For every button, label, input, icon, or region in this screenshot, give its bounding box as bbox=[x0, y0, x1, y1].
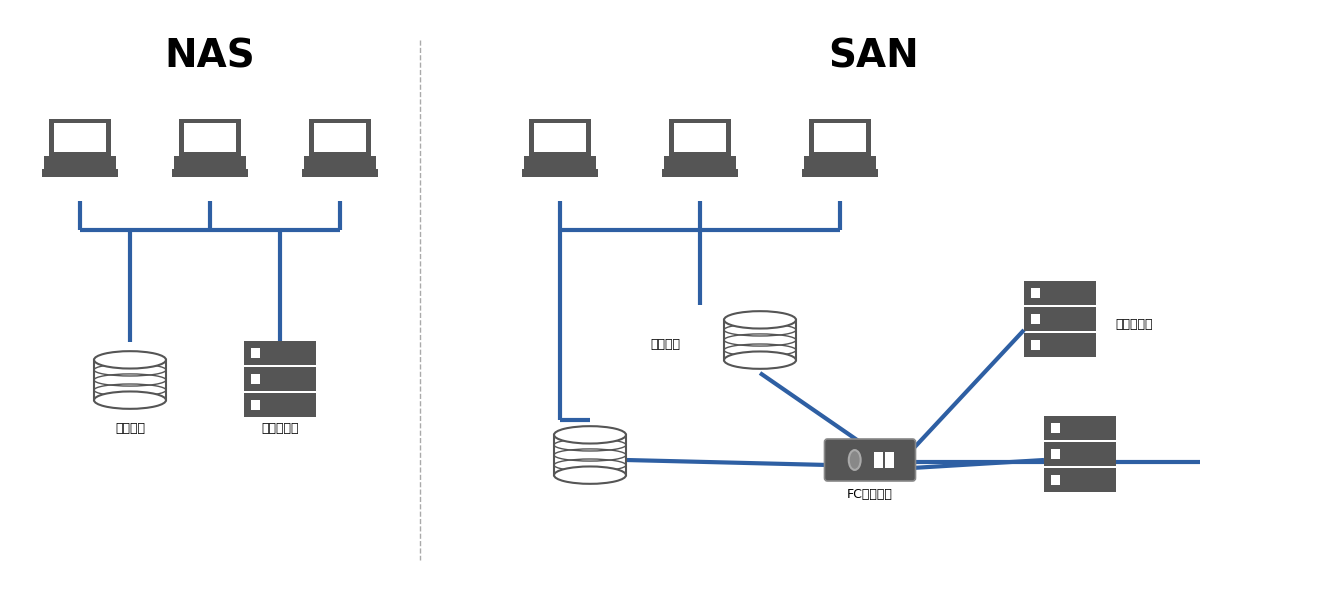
Bar bbox=[554, 435, 626, 475]
Bar bbox=[1025, 333, 1096, 357]
Text: NAS: NAS bbox=[165, 38, 255, 76]
Bar bbox=[1025, 281, 1096, 305]
FancyBboxPatch shape bbox=[304, 156, 376, 169]
FancyBboxPatch shape bbox=[522, 169, 598, 176]
FancyBboxPatch shape bbox=[803, 169, 877, 176]
Bar bbox=[1045, 442, 1116, 466]
Bar bbox=[245, 341, 316, 365]
Bar bbox=[1051, 476, 1059, 484]
Ellipse shape bbox=[554, 467, 626, 484]
FancyBboxPatch shape bbox=[44, 156, 116, 169]
FancyBboxPatch shape bbox=[524, 156, 595, 169]
Bar bbox=[183, 123, 237, 152]
FancyBboxPatch shape bbox=[824, 439, 916, 481]
Bar bbox=[813, 123, 867, 152]
FancyBboxPatch shape bbox=[809, 119, 870, 156]
Bar bbox=[1051, 424, 1059, 432]
Bar bbox=[53, 123, 106, 152]
Ellipse shape bbox=[94, 392, 166, 409]
Ellipse shape bbox=[849, 450, 861, 470]
Bar bbox=[245, 367, 316, 391]
Bar bbox=[1045, 468, 1116, 492]
Bar bbox=[1031, 314, 1039, 323]
Bar bbox=[1031, 340, 1039, 349]
Bar bbox=[674, 123, 726, 152]
FancyBboxPatch shape bbox=[662, 169, 738, 176]
Ellipse shape bbox=[94, 351, 166, 369]
FancyBboxPatch shape bbox=[670, 119, 731, 156]
Bar bbox=[314, 123, 367, 152]
FancyBboxPatch shape bbox=[174, 156, 246, 169]
Bar bbox=[251, 349, 260, 358]
Bar bbox=[534, 123, 586, 152]
Bar bbox=[94, 360, 166, 400]
Text: FCスイッチ: FCスイッチ bbox=[847, 488, 893, 501]
FancyBboxPatch shape bbox=[302, 169, 377, 176]
Bar bbox=[724, 320, 796, 360]
FancyBboxPatch shape bbox=[529, 119, 590, 156]
Bar bbox=[251, 401, 260, 409]
Bar bbox=[245, 393, 316, 417]
FancyBboxPatch shape bbox=[804, 156, 876, 169]
Text: サーバー: サーバー bbox=[116, 422, 145, 435]
FancyBboxPatch shape bbox=[310, 119, 371, 156]
Bar bbox=[874, 452, 882, 468]
Text: ストレージ: ストレージ bbox=[1115, 319, 1152, 332]
FancyBboxPatch shape bbox=[43, 169, 118, 176]
Text: ストレージ: ストレージ bbox=[262, 422, 299, 435]
Ellipse shape bbox=[554, 426, 626, 444]
Ellipse shape bbox=[724, 311, 796, 329]
Text: SAN: SAN bbox=[828, 38, 920, 76]
FancyBboxPatch shape bbox=[179, 119, 241, 156]
Bar bbox=[1031, 289, 1039, 297]
Bar bbox=[885, 452, 894, 468]
Bar bbox=[1045, 416, 1116, 440]
Bar bbox=[1051, 450, 1059, 458]
Bar bbox=[1025, 307, 1096, 331]
FancyBboxPatch shape bbox=[173, 169, 247, 176]
Text: サーバー: サーバー bbox=[650, 339, 680, 352]
Bar bbox=[251, 375, 260, 384]
FancyBboxPatch shape bbox=[49, 119, 110, 156]
FancyBboxPatch shape bbox=[664, 156, 736, 169]
Ellipse shape bbox=[724, 352, 796, 369]
